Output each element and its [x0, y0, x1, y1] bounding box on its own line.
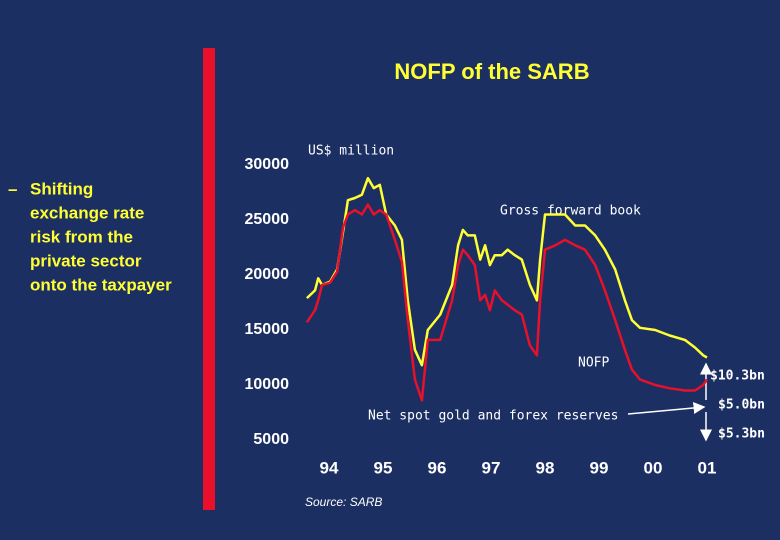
bullet-marker: –	[8, 179, 17, 198]
annotation: $5.0bn	[718, 398, 765, 413]
annotation: $10.3bn	[710, 369, 765, 384]
accent-bar	[203, 48, 215, 510]
bullet-text: private sector	[30, 251, 142, 270]
arrow	[627, 401, 706, 415]
annotation: $5.3bn	[718, 427, 765, 442]
x-tick-label: 96	[428, 458, 447, 477]
line-series	[306, 176, 708, 367]
annotation: Gross forward book	[500, 204, 641, 219]
x-tick-label: 01	[698, 458, 717, 477]
x-tick-label: 95	[374, 458, 393, 477]
x-tick-label: 97	[482, 458, 501, 477]
x-tick-label: 94	[320, 458, 339, 477]
line-series	[305, 203, 709, 402]
bullet-text: Shifting	[30, 179, 93, 198]
x-tick-label: 00	[644, 458, 663, 477]
bullet-text: risk from the	[30, 227, 133, 246]
x-tick-label: 99	[590, 458, 609, 477]
y-tick-label: 20000	[245, 266, 290, 283]
y-axis-label: US$ million	[308, 144, 394, 159]
bullet-text: onto the taxpayer	[30, 275, 172, 294]
y-tick-label: 5000	[253, 431, 289, 448]
y-tick-label: 15000	[245, 321, 290, 338]
source: Source: SARB	[305, 495, 382, 509]
y-tick-label: 25000	[245, 211, 290, 228]
annotation: Net spot gold and forex reserves	[368, 409, 618, 424]
bullet-text: exchange rate	[30, 203, 144, 222]
y-tick-label: 30000	[245, 156, 290, 173]
y-tick-label: 10000	[245, 376, 290, 393]
x-tick-label: 98	[536, 458, 555, 477]
annotation: NOFP	[578, 356, 609, 371]
chart-title: NOFP of the SARB	[394, 59, 589, 84]
